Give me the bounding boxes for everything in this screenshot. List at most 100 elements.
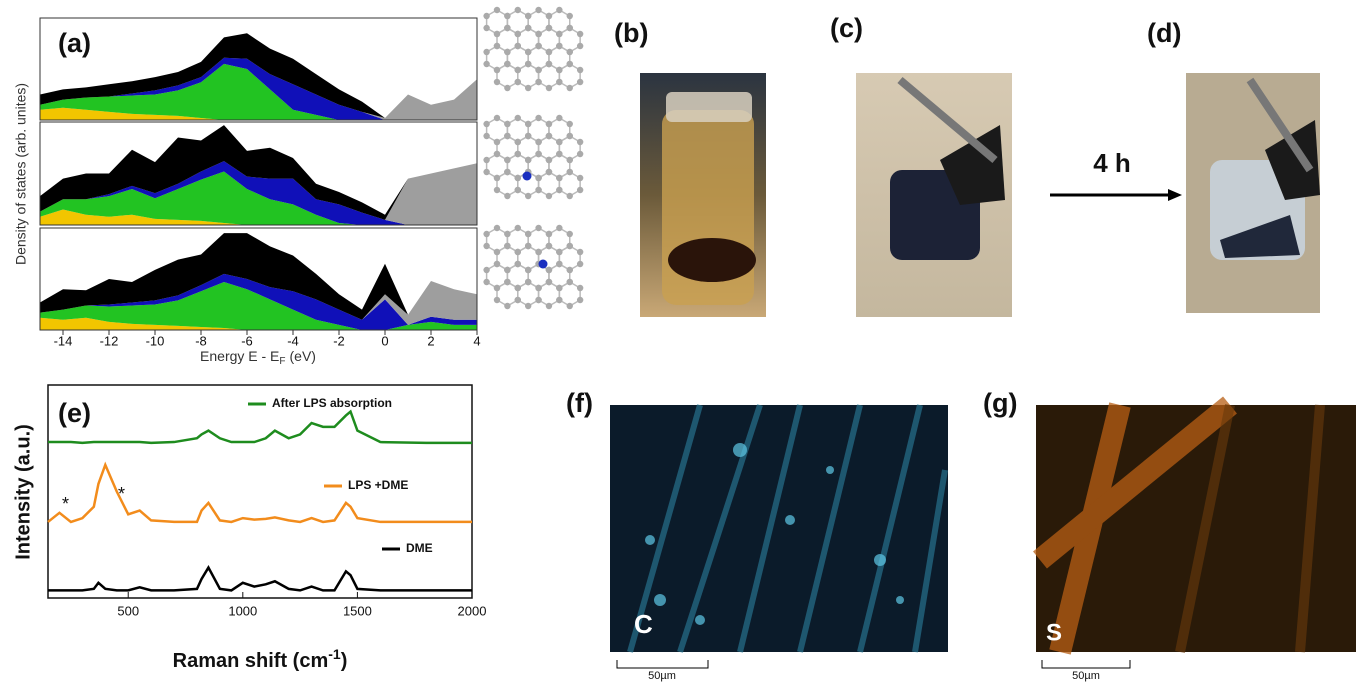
spectrum-line (48, 568, 472, 591)
scale-bar-label: 50µm (1072, 670, 1100, 682)
atom (546, 243, 552, 249)
atom (494, 249, 500, 255)
atom (535, 67, 541, 73)
atom (515, 7, 521, 13)
x-tick-label: -14 (54, 333, 73, 348)
panel-label: (c) (830, 13, 863, 43)
atom (556, 31, 562, 37)
atom (567, 121, 573, 127)
atom (515, 285, 521, 291)
atom (525, 49, 531, 55)
arrow-head (1168, 189, 1182, 201)
atom (535, 187, 541, 193)
atom (504, 13, 510, 19)
atom (535, 297, 541, 303)
atom (515, 151, 521, 157)
atom (577, 43, 583, 49)
atom (483, 279, 489, 285)
atom (494, 285, 500, 291)
label-part: Energy E - E (200, 348, 279, 364)
atom (525, 193, 531, 199)
x-tick-label: 0 (381, 333, 388, 348)
atom (556, 285, 562, 291)
label-part: Raman shift (cm (173, 650, 329, 672)
panel-label: (d) (1147, 18, 1181, 48)
atom (556, 7, 562, 13)
scale-bar (1042, 660, 1130, 668)
atom (546, 169, 552, 175)
atom (556, 225, 562, 231)
atom (546, 121, 552, 127)
atom (556, 151, 562, 157)
atom (515, 115, 521, 121)
atom (494, 151, 500, 157)
atom (556, 297, 562, 303)
atom (556, 115, 562, 121)
map-g (1036, 405, 1356, 652)
atom (525, 243, 531, 249)
panel-label: (b) (614, 18, 648, 48)
label-part: -1 (328, 646, 341, 662)
x-tick-label: 2 (427, 333, 434, 348)
atom (504, 231, 510, 237)
atom (525, 13, 531, 19)
atom (546, 279, 552, 285)
atom (546, 85, 552, 91)
atom (577, 249, 583, 255)
atom (577, 67, 583, 73)
atom (577, 31, 583, 37)
x-tick-label: -6 (241, 333, 253, 348)
lattice-sketch (483, 115, 583, 199)
atom (556, 43, 562, 49)
atom (504, 157, 510, 163)
hexagon (559, 282, 580, 306)
atom (483, 157, 489, 163)
atom (577, 139, 583, 145)
annotation: * (62, 494, 69, 514)
atom (515, 139, 521, 145)
atom (515, 249, 521, 255)
atom (494, 225, 500, 231)
label-part: (eV) (290, 348, 316, 364)
atom (494, 175, 500, 181)
atom (535, 175, 541, 181)
atom (483, 49, 489, 55)
atom (515, 225, 521, 231)
hexagon (539, 172, 560, 196)
atom (546, 231, 552, 237)
atom (556, 261, 562, 267)
hexagon (539, 282, 560, 306)
atom (483, 121, 489, 127)
atom (504, 61, 510, 67)
atom (535, 115, 541, 121)
atom (504, 121, 510, 127)
atom (504, 25, 510, 31)
lattice-sketch (483, 7, 583, 91)
atom (504, 169, 510, 175)
atom (567, 133, 573, 139)
atom (567, 85, 573, 91)
atom (515, 297, 521, 303)
atom (504, 133, 510, 139)
atom (525, 267, 531, 273)
atom (525, 25, 531, 31)
photo-c (856, 73, 1012, 317)
atom (535, 7, 541, 13)
legend-label: DME (406, 541, 433, 555)
panel-label: (a) (58, 28, 91, 58)
atom (515, 79, 521, 85)
atom (494, 187, 500, 193)
panel-label: (f) (566, 388, 593, 418)
atom (494, 261, 500, 267)
x-axis-label: Raman shift (cm-1) (173, 646, 348, 673)
atom (556, 187, 562, 193)
atom (577, 151, 583, 157)
atom (546, 267, 552, 273)
atom (567, 49, 573, 55)
atom (494, 43, 500, 49)
atom (515, 31, 521, 37)
atom (525, 157, 531, 163)
atom (535, 79, 541, 85)
atom (494, 115, 500, 121)
x-tick-label: -2 (333, 333, 345, 348)
